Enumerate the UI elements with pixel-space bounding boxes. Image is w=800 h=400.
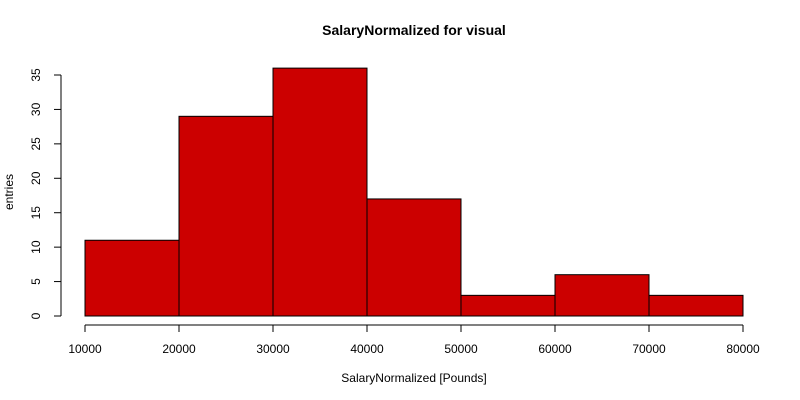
x-tick-label-5: 60000 <box>538 342 572 356</box>
chart-title: SalaryNormalized for visual <box>322 22 506 38</box>
y-tick-label-2: 10 <box>29 240 43 254</box>
y-tick-label-6: 30 <box>29 102 43 116</box>
y-tick-label-1: 5 <box>29 278 43 285</box>
x-tick-label-7: 80000 <box>726 342 760 356</box>
histogram-bar-1 <box>178 115 274 317</box>
x-axis-label: SalaryNormalized [Pounds] <box>341 371 486 385</box>
x-axis: 10000 20000 30000 40000 50000 60000 70000 80000 <box>68 324 760 356</box>
y-axis: 0 5 10 15 20 25 30 35 <box>29 68 62 319</box>
x-tick-label-1: 20000 <box>162 342 196 356</box>
bars-group <box>84 67 744 317</box>
x-tick-label-3: 40000 <box>350 342 384 356</box>
y-tick-label-7: 35 <box>29 68 43 82</box>
x-tick-label-0: 10000 <box>68 342 102 356</box>
y-tick-label-0: 0 <box>29 312 43 319</box>
y-tick-label-5: 25 <box>29 137 43 151</box>
histogram-bar-5 <box>554 274 650 317</box>
histogram-bar-0 <box>84 239 180 317</box>
y-tick-label-4: 20 <box>29 171 43 185</box>
x-tick-label-4: 50000 <box>444 342 478 356</box>
x-tick-label-2: 30000 <box>256 342 290 356</box>
histogram-bar-4 <box>460 294 556 317</box>
histogram-bar-3 <box>366 198 462 317</box>
y-axis-label: entries <box>2 174 16 210</box>
y-tick-label-3: 15 <box>29 206 43 220</box>
histogram-bar-2 <box>272 67 368 317</box>
histogram-bar-6 <box>648 294 744 317</box>
x-tick-label-6: 70000 <box>632 342 666 356</box>
